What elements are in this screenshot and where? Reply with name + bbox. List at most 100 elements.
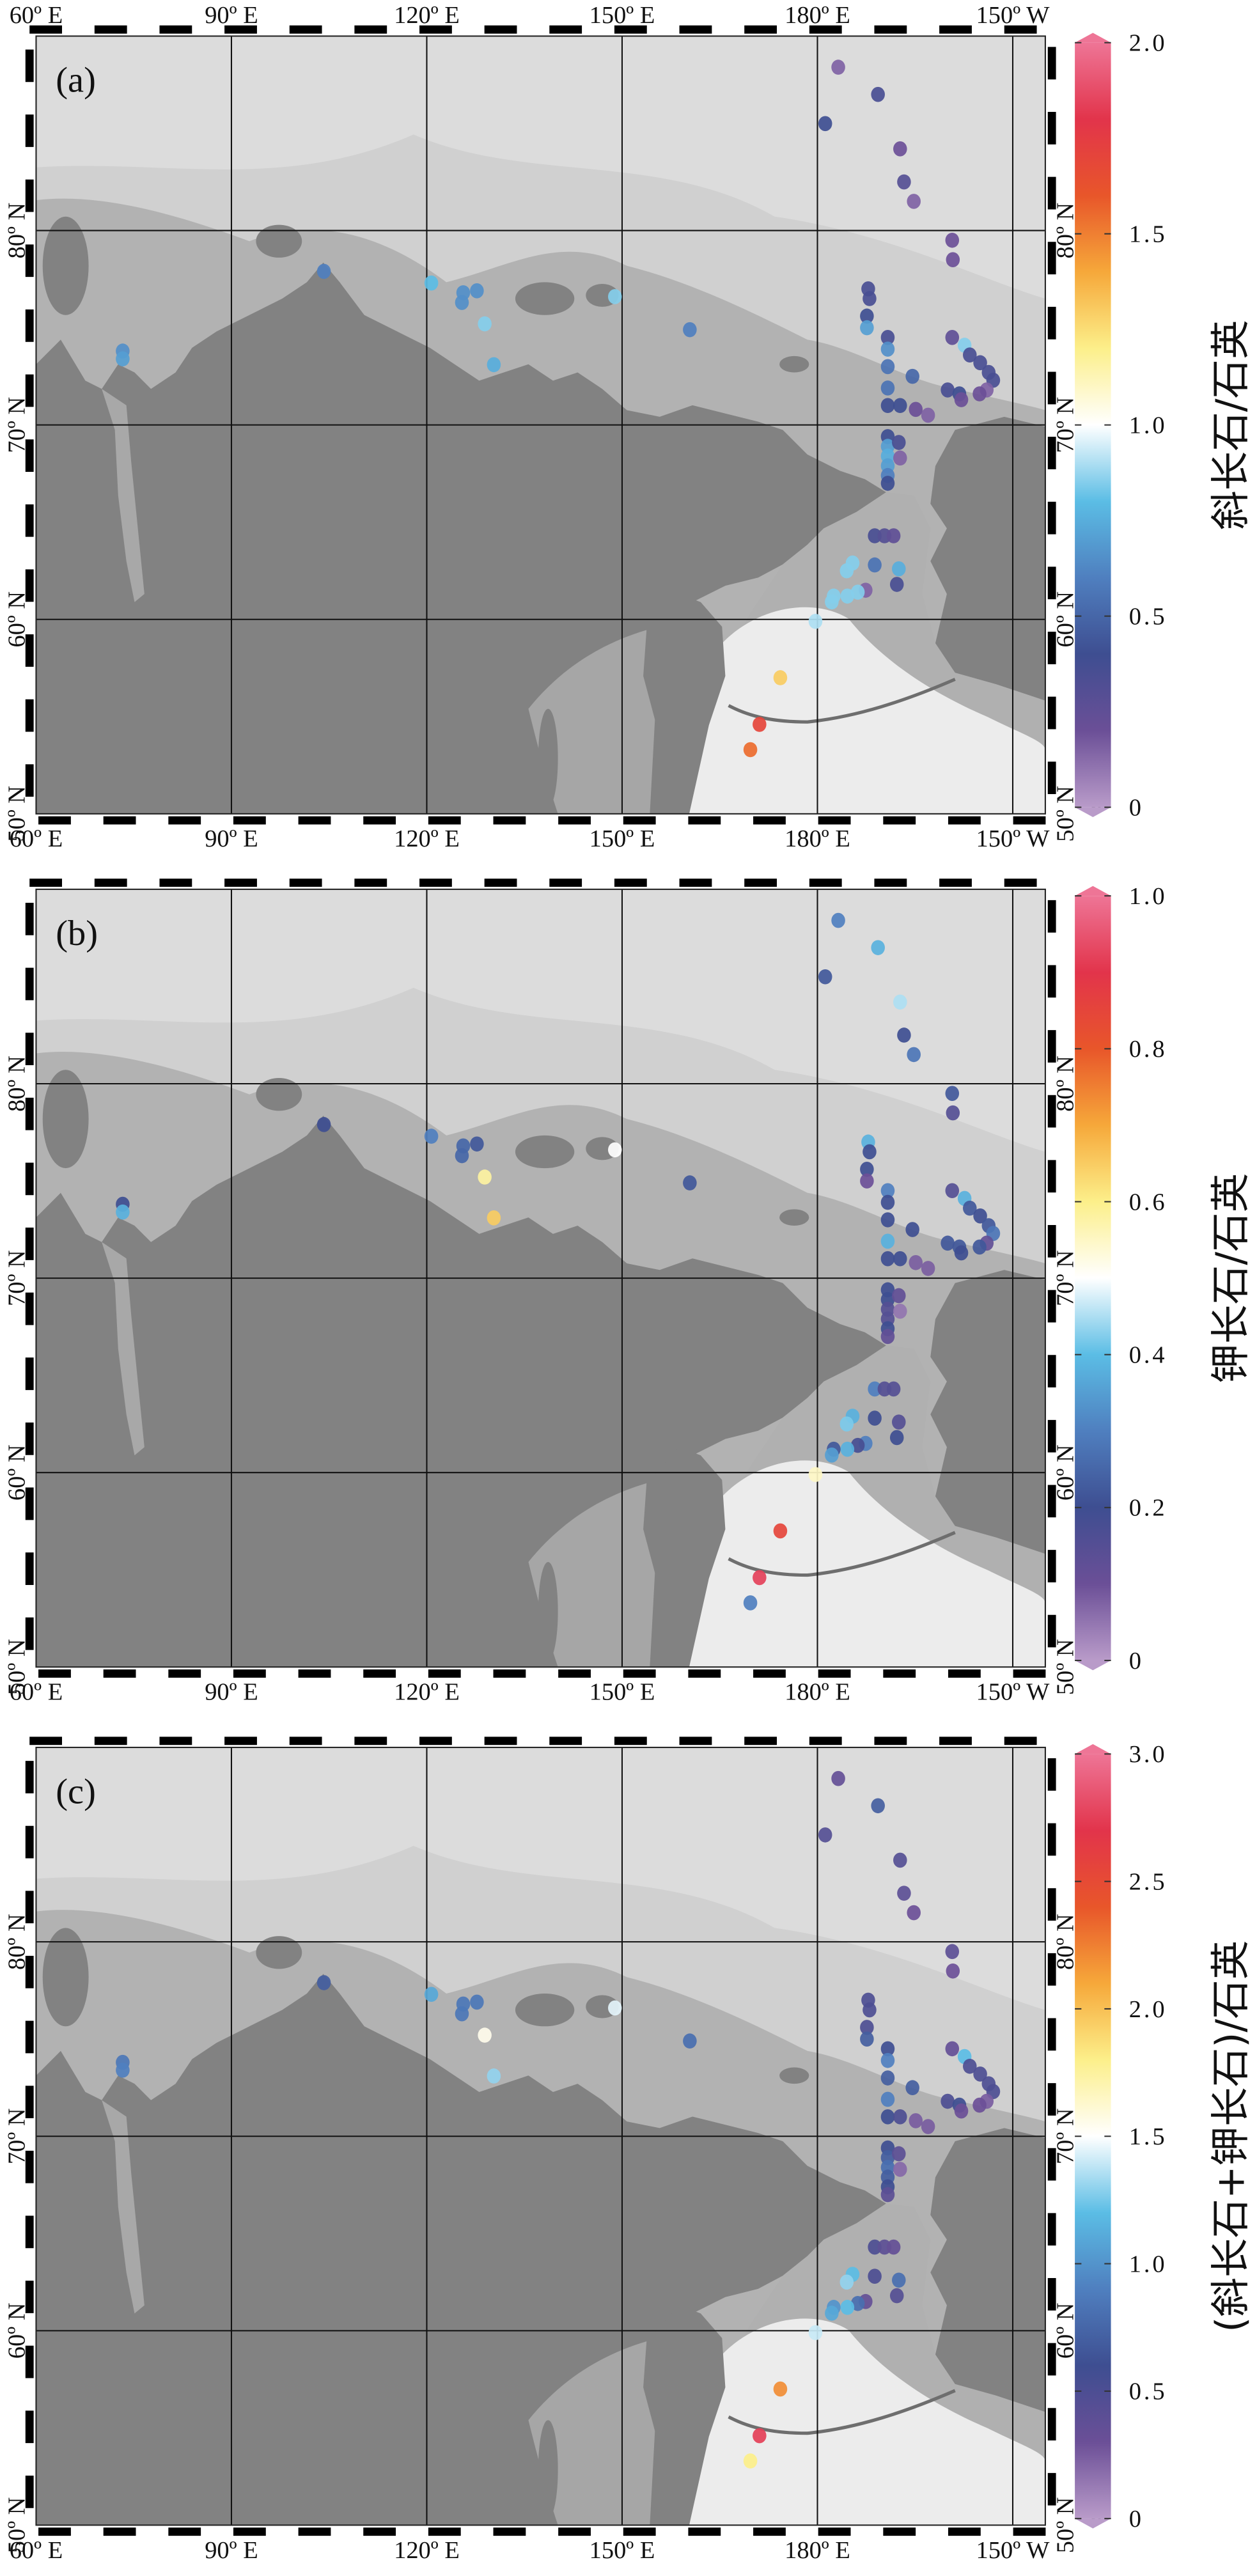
station-point (743, 742, 758, 758)
map-panel-b: (b)60º E 90º E 120º E 150º E 180º E 150º W50º… (3, 878, 1253, 1706)
frame-band-white (25, 1737, 1056, 2536)
station-point (871, 1798, 885, 1814)
colorbar-title: 斜长石/石英 (1207, 320, 1253, 530)
map-frame (35, 35, 1046, 815)
colorbar-tick-label: 1.5 (1129, 221, 1167, 248)
station-point (850, 1437, 865, 1453)
lon-tick-label: 150º W (976, 2, 1050, 29)
station-point (972, 2097, 987, 2113)
panel-label: (b) (56, 914, 98, 953)
station-point (889, 1430, 904, 1446)
station-point (897, 1027, 911, 1043)
lat-tick-label-right: 50º N (1052, 2497, 1079, 2554)
station-point (839, 1416, 854, 1432)
colorbar-max-arrow (1075, 1744, 1111, 1754)
station-point (889, 577, 904, 592)
colorbar-tick-label: 3.0 (1129, 1741, 1167, 1768)
station-point (954, 392, 969, 407)
map-frame (35, 888, 1046, 1668)
lon-tick-label: 60º E (10, 2537, 63, 2564)
station-point (773, 1523, 788, 1539)
colorbar-tick-label: 2.0 (1129, 30, 1167, 57)
station-point (860, 308, 874, 324)
lon-tick-label: 150º E (589, 2, 655, 29)
panel-container: (a) 60º E 90º E 120º E 150º E 180º E 150º W 60º… (3, 2, 1253, 2564)
colorbar-tick-label: 1.5 (1129, 2123, 1167, 2150)
lat-tick-label-left: 70º N (3, 397, 30, 453)
station-point (683, 2033, 697, 2049)
colorbar-tick-label: 0 (1129, 794, 1144, 821)
station-point (886, 2239, 901, 2255)
station-point (868, 2239, 882, 2255)
colorbar-min-arrow (1075, 1660, 1111, 1671)
station-point (880, 1183, 895, 1199)
station-point (886, 528, 901, 543)
station-point (860, 1173, 874, 1189)
station-point (897, 174, 911, 190)
frame-band-white (25, 878, 1056, 1678)
colorbar-tick-label: 0.8 (1129, 1036, 1167, 1063)
station-point (608, 2000, 622, 2016)
station-point (972, 1239, 987, 1255)
station-point (954, 2103, 969, 2119)
panel-label: (a) (56, 61, 96, 100)
station-point (825, 1448, 839, 1463)
station-point (839, 563, 854, 579)
station-point (973, 2066, 987, 2082)
station-point (892, 2272, 906, 2288)
station-point (818, 116, 832, 132)
station-point (892, 1414, 906, 1430)
lon-tick-label: 60º E (10, 2, 63, 29)
colorbar-max-arrow (1075, 886, 1111, 896)
station-point (892, 435, 906, 450)
colorbar-min-arrow (1075, 2518, 1111, 2529)
map-panel-c: (c)60º E 90º E 120º E 150º E 180º E 150º W50º… (3, 1737, 1253, 2564)
colorbar-tick-label: 1.0 (1129, 412, 1167, 439)
station-point (773, 2381, 788, 2397)
station-point (946, 252, 960, 267)
station-point (868, 2268, 882, 2284)
station-point (892, 1288, 906, 1304)
station-point (880, 380, 895, 396)
station-point (880, 2109, 895, 2125)
station-point (921, 1261, 935, 1276)
station-point (880, 2091, 895, 2107)
station-point (871, 86, 885, 102)
station-point (880, 1251, 895, 1267)
station-point (116, 351, 130, 367)
station-point (941, 382, 955, 398)
lat-tick-label-left: 80º N (3, 203, 30, 259)
station-point (868, 557, 882, 573)
station-point (863, 1144, 877, 1160)
station-point (424, 1128, 439, 1144)
station-point (424, 1987, 439, 2002)
station-point (909, 2113, 923, 2128)
station-point (455, 2006, 469, 2022)
station-point (316, 263, 331, 279)
station-point (487, 357, 501, 373)
lon-tick-label: 90º E (205, 2, 258, 29)
station-point (850, 2295, 865, 2311)
station-point (478, 316, 492, 332)
station-point (818, 969, 832, 985)
lon-tick-label: 120º E (394, 2537, 460, 2564)
station-point (743, 1595, 758, 1611)
station-point (683, 322, 697, 338)
lat-tick-label-left: 60º N (3, 2302, 30, 2359)
station-point (909, 402, 923, 418)
lat-tick-label-right: 50º N (1052, 1639, 1079, 1695)
station-point (973, 355, 987, 371)
station-point (608, 1142, 622, 1158)
colorbar-tick-label: 0 (1129, 1648, 1144, 1674)
station-point (880, 476, 895, 491)
station-point (893, 2109, 907, 2125)
station-point (973, 1208, 987, 1224)
station-point (893, 1852, 907, 1868)
lon-tick-label: 180º E (785, 2, 850, 29)
station-point (905, 2080, 919, 2096)
lon-tick-label: 150º E (589, 1679, 655, 1706)
colorbar-max-arrow (1075, 33, 1111, 43)
station-point (487, 1210, 501, 1226)
station-point (880, 330, 895, 345)
station-point (880, 2070, 895, 2086)
